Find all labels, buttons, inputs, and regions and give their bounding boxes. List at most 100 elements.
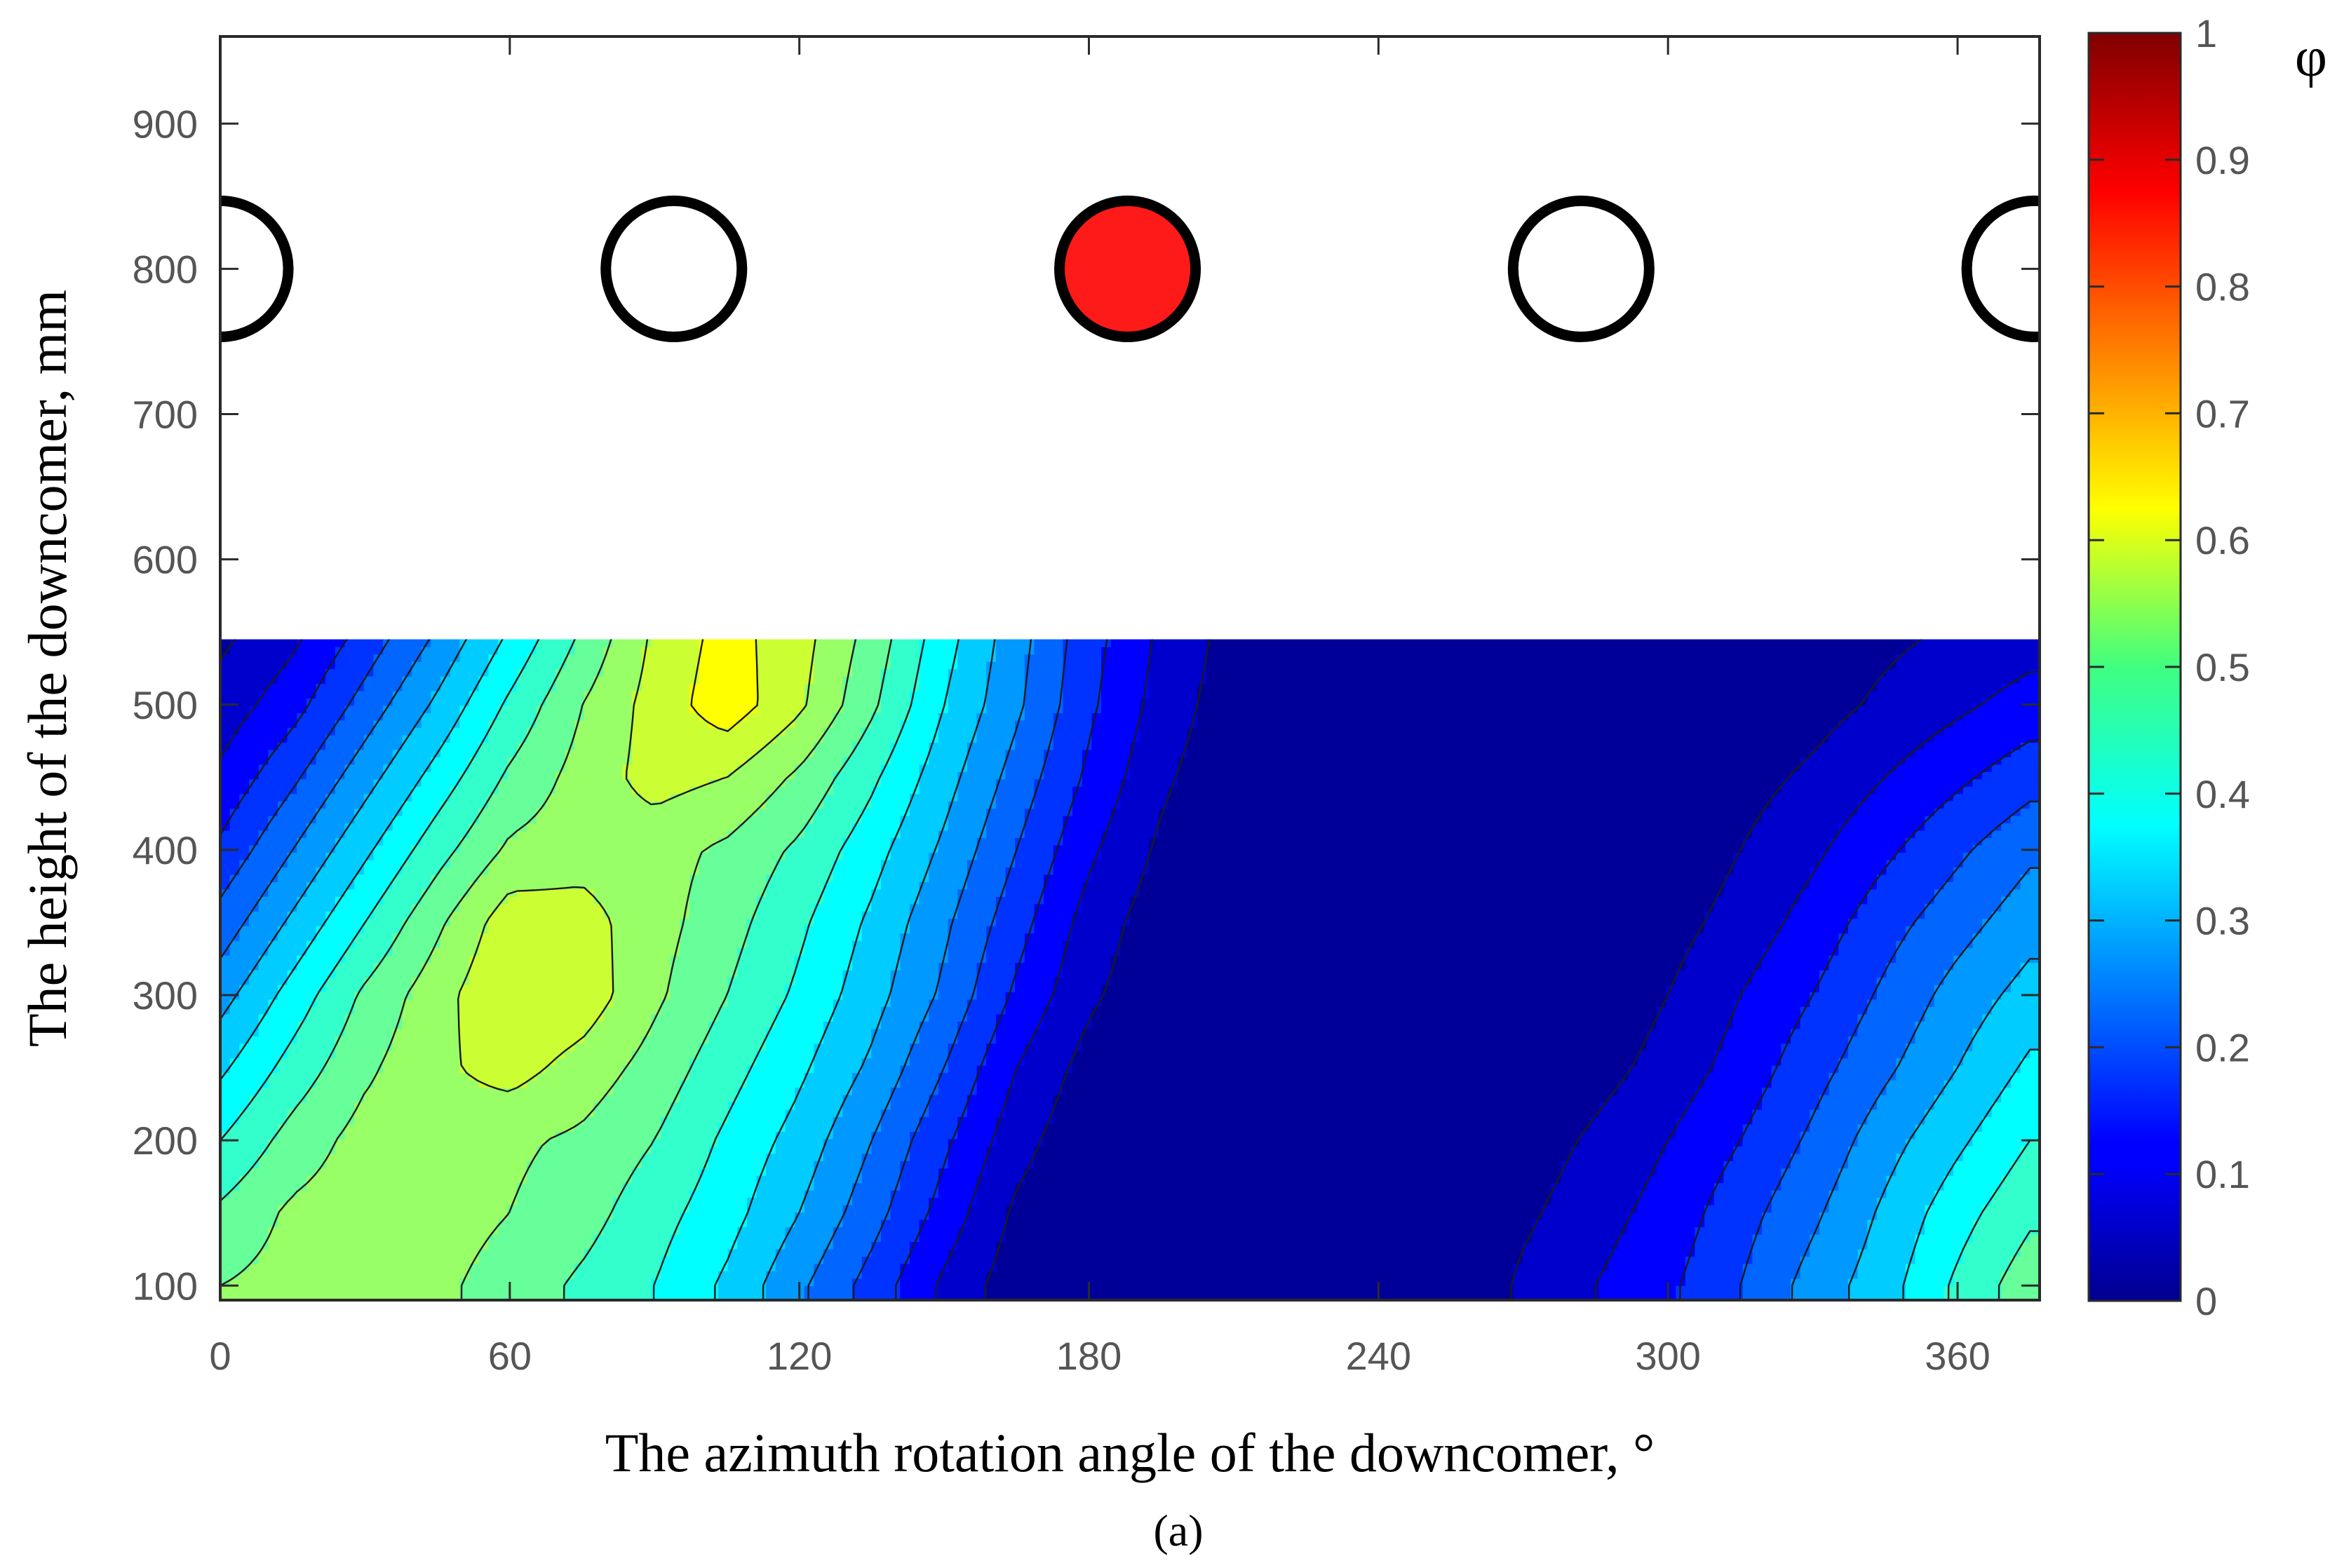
contour-band-cell (2001, 823, 2040, 831)
contour-band-cell (1742, 837, 1830, 846)
contour-band-cell (450, 661, 490, 670)
contour-band-cell (1053, 984, 1102, 992)
contour-band-cell (957, 793, 997, 802)
contour-band-cell (1733, 1146, 1801, 1154)
contour-band-cell (1771, 1189, 1830, 1198)
contour-band-cell (1015, 852, 1054, 860)
contour-band-cell (871, 1241, 910, 1250)
contour-band-cell (1991, 999, 2040, 1007)
contour-band-cell (383, 639, 432, 647)
contour-band-cell (1781, 1057, 1840, 1066)
contour-band-cell (1876, 675, 2021, 684)
contour-band-cell (1091, 742, 1131, 750)
contour-band-cell (737, 1094, 795, 1103)
contour-band-cell (1838, 1182, 1887, 1191)
contour-band-cell (612, 1204, 690, 1213)
contour-band-cell (1034, 1028, 1083, 1036)
contour-band-cell (929, 1109, 968, 1118)
contour-band-cell (1972, 1219, 2040, 1228)
contour-band-cell (833, 778, 882, 787)
contour-band-cell (1637, 1204, 1705, 1213)
contour-band-cell (795, 1212, 844, 1220)
contour-band-cell (919, 675, 949, 684)
contour-band-cell (469, 881, 690, 890)
contour-band-cell (1896, 1161, 1954, 1169)
contour-band-cell (373, 668, 412, 677)
contour-band-cell (1962, 786, 2040, 795)
contour-band-cell (1925, 1226, 1974, 1235)
contour-band-cell (1695, 1234, 1753, 1243)
contour-band-cell (842, 675, 882, 684)
contour-band-cell (1733, 1013, 1801, 1022)
contour-band-cell (316, 999, 355, 1007)
contour-band-cell (220, 1079, 269, 1088)
contour-band-cell (1685, 947, 1763, 956)
contour-band-cell (622, 771, 729, 780)
contour-band-cell (766, 1168, 815, 1176)
contour-band-cell (1024, 808, 1073, 816)
contour-band-cell (995, 903, 1035, 912)
contour-band-cell (555, 786, 633, 795)
contour-band-cell (1819, 1226, 1868, 1235)
contour-band-cell (929, 1102, 968, 1110)
contour-band-cell (354, 757, 393, 765)
contour-band-cell (842, 1109, 882, 1118)
contour-band-cell (976, 1072, 1016, 1081)
contour-band-cell (440, 742, 480, 750)
contour-band-cell (612, 999, 661, 1007)
contour-band-cell (239, 1109, 288, 1118)
contour-band-cell (1791, 771, 1887, 780)
contour-band-cell (708, 1146, 776, 1154)
contour-band-cell (1082, 888, 1140, 897)
contour-band-cell (948, 940, 988, 949)
contour-band-cell (1637, 1189, 1715, 1198)
contour-band-cell (1091, 1006, 1657, 1015)
contour-band-cell (1982, 1204, 2040, 1213)
contour-band-cell (881, 1006, 930, 1015)
contour-band-cell (1905, 844, 1974, 853)
contour-band-cell (1101, 668, 1150, 677)
contour-band-cell (507, 764, 566, 772)
contour-band-cell (392, 881, 432, 890)
contour-band-cell (1819, 977, 1878, 985)
contour-band-cell (392, 690, 432, 699)
contour-band-cell (1072, 925, 1122, 934)
contour-band-cell (306, 764, 346, 772)
contour-band-cell (1024, 830, 1064, 839)
contour-band-cell (804, 705, 844, 714)
contour-band-cell (565, 764, 624, 772)
contour-band-cell (1149, 647, 1208, 655)
contour-band-cell (363, 742, 403, 750)
contour-band-cell (976, 984, 1016, 992)
contour-band-cell (354, 992, 412, 1000)
y-tick-label: 900 (133, 102, 198, 146)
contour-band-cell (842, 969, 891, 978)
contour-band-cell (708, 1036, 767, 1044)
contour-band-cell (2020, 1057, 2040, 1066)
contour-band-cell (497, 712, 537, 721)
contour-band-cell (727, 1109, 786, 1118)
contour-band-cell (1120, 940, 1696, 949)
contour-band-cell (756, 668, 815, 677)
contour-band-cell (1819, 1212, 1878, 1220)
contour-band-cell (488, 654, 527, 662)
contour-band-cell (919, 661, 959, 670)
contour-band-cell (593, 683, 642, 691)
contour-band-cell (1781, 1043, 1849, 1051)
contour-band-cell (1005, 749, 1044, 757)
contour-band-cell (220, 698, 260, 706)
contour-band-cell (1828, 1189, 1887, 1198)
contour-band-cell (469, 969, 614, 978)
contour-band-cell (766, 1278, 815, 1286)
contour-band-cell (1091, 712, 1140, 721)
contour-band-cell (316, 815, 355, 824)
contour-band-cell (1982, 1021, 2040, 1029)
contour-band-cell (929, 1204, 968, 1213)
contour-band-cell (459, 647, 499, 655)
contour-band-cell (1005, 992, 1054, 1000)
contour-band-cell (1053, 734, 1093, 743)
contour-band-cell (670, 1109, 729, 1118)
contour-band-cell (795, 719, 834, 729)
contour-band-cell (938, 1285, 988, 1294)
contour-line-0-25 (220, 639, 2040, 1300)
